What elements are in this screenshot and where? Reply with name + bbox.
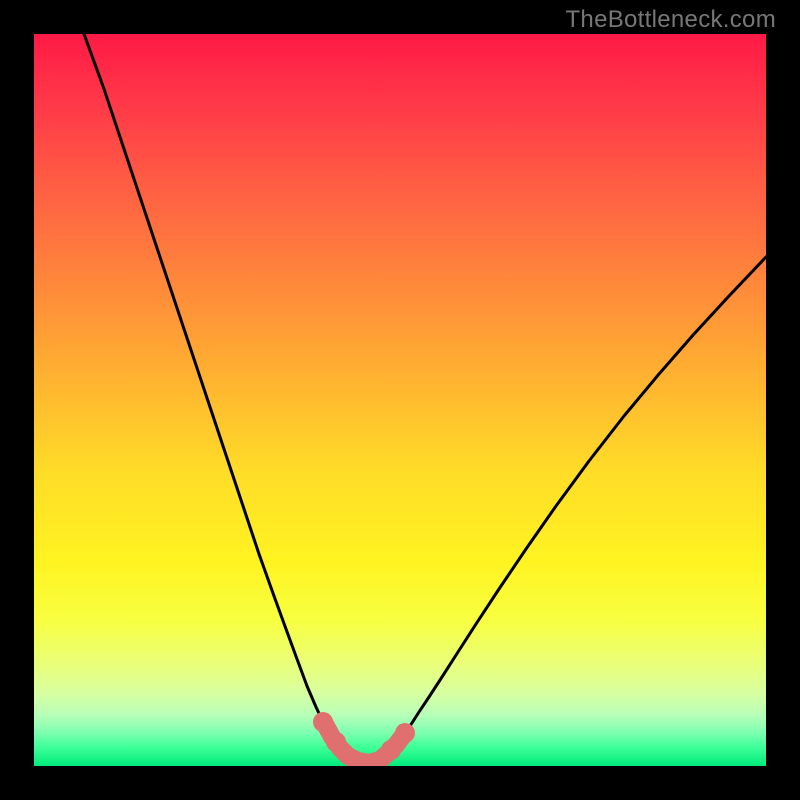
chart-root: TheBottleneck.com <box>0 0 800 800</box>
plot-svg <box>34 34 766 766</box>
watermark-text: TheBottleneck.com <box>565 6 776 34</box>
frame-border-left <box>0 0 34 800</box>
frame-border-right <box>766 0 800 800</box>
highlight-dot <box>381 740 401 760</box>
highlight-dot <box>395 723 415 743</box>
frame-border-bottom <box>0 766 800 800</box>
plot-area <box>34 34 766 766</box>
highlight-dot <box>313 712 333 732</box>
highlight-dot <box>326 732 346 752</box>
gradient-background <box>34 34 766 766</box>
